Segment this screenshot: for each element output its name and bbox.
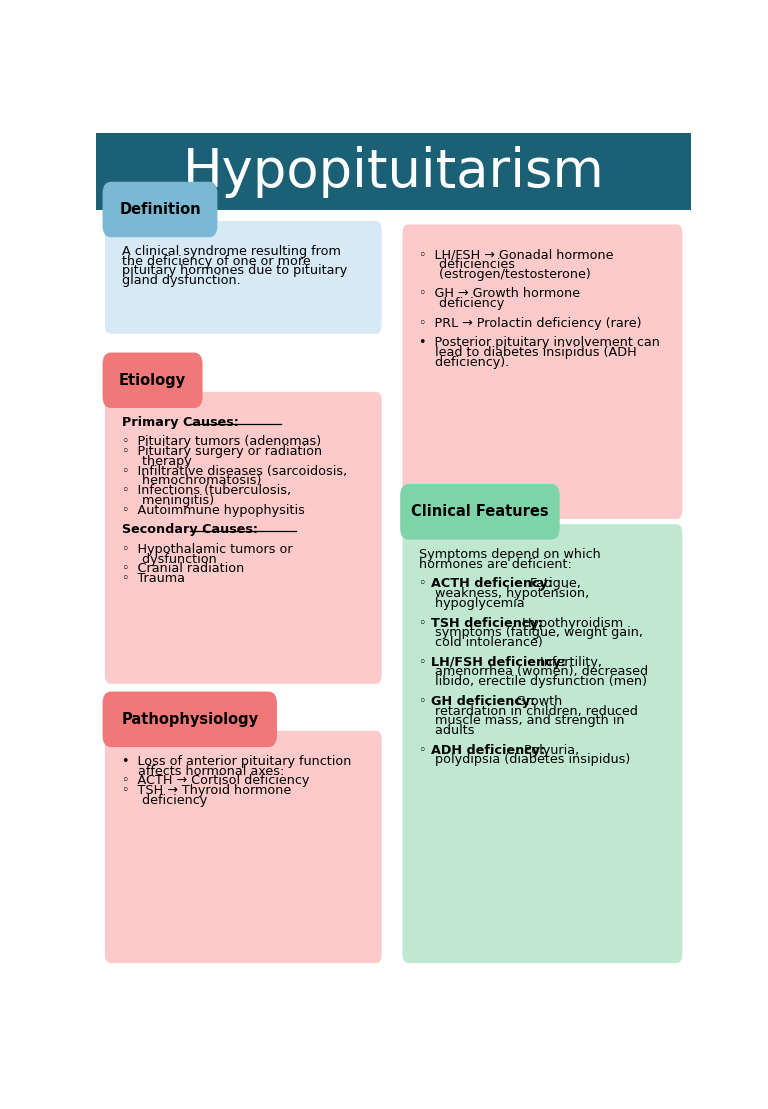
Text: ◦  Pituitary surgery or radiation: ◦ Pituitary surgery or radiation <box>121 445 322 458</box>
FancyBboxPatch shape <box>96 133 691 210</box>
Text: ◦  Autoimmune hypophysitis: ◦ Autoimmune hypophysitis <box>121 503 304 517</box>
Text: Infertility,: Infertility, <box>536 655 602 669</box>
FancyBboxPatch shape <box>103 182 217 237</box>
Text: Primary Causes:: Primary Causes: <box>121 416 239 429</box>
Text: Clinical Features: Clinical Features <box>411 505 548 519</box>
Text: dysfunction: dysfunction <box>121 552 217 566</box>
Text: Pathophysiology: Pathophysiology <box>121 712 258 726</box>
Text: hypoglycemia: hypoglycemia <box>419 597 525 610</box>
Text: ◦  Cranial radiation: ◦ Cranial radiation <box>121 562 244 576</box>
Text: A clinical syndrome resulting from: A clinical syndrome resulting from <box>121 245 340 258</box>
Text: amenorrhea (women), decreased: amenorrhea (women), decreased <box>419 665 648 679</box>
FancyBboxPatch shape <box>105 731 382 963</box>
Text: Polyuria,: Polyuria, <box>520 744 579 756</box>
Text: ◦: ◦ <box>419 578 435 590</box>
Text: ◦  Trauma: ◦ Trauma <box>121 572 184 586</box>
Text: ◦  Pituitary tumors (adenomas): ◦ Pituitary tumors (adenomas) <box>121 436 321 448</box>
Text: Hypopituitarism: Hypopituitarism <box>183 145 604 197</box>
Text: lead to diabetes insipidus (ADH: lead to diabetes insipidus (ADH <box>419 346 637 359</box>
Text: hemochromatosis): hemochromatosis) <box>121 475 261 487</box>
Text: ◦: ◦ <box>419 617 435 630</box>
Text: ADH deficiency:: ADH deficiency: <box>431 744 545 756</box>
Text: muscle mass, and strength in: muscle mass, and strength in <box>419 714 624 728</box>
Text: GH deficiency:: GH deficiency: <box>431 694 535 708</box>
Text: ◦  ACTH → Cortisol deficiency: ◦ ACTH → Cortisol deficiency <box>121 774 309 787</box>
Text: TSH deficiency:: TSH deficiency: <box>431 617 543 630</box>
FancyBboxPatch shape <box>400 484 560 540</box>
Text: gland dysfunction.: gland dysfunction. <box>121 274 240 287</box>
Text: deficiencies: deficiencies <box>419 258 515 271</box>
Text: polydipsia (diabetes insipidus): polydipsia (diabetes insipidus) <box>419 753 631 766</box>
Text: hormones are deficient:: hormones are deficient: <box>419 558 572 571</box>
Text: ◦: ◦ <box>419 694 435 708</box>
Text: ◦  LH/FSH → Gonadal hormone: ◦ LH/FSH → Gonadal hormone <box>419 248 614 262</box>
Text: Symptoms depend on which: Symptoms depend on which <box>419 548 601 561</box>
Text: ◦  Infections (tuberculosis,: ◦ Infections (tuberculosis, <box>121 485 291 497</box>
Text: Fatigue,: Fatigue, <box>525 578 581 590</box>
Text: (estrogen/testosterone): (estrogen/testosterone) <box>419 268 591 281</box>
Text: cold intolerance): cold intolerance) <box>419 637 543 649</box>
Text: ACTH deficiency:: ACTH deficiency: <box>431 578 553 590</box>
Text: Definition: Definition <box>119 202 200 217</box>
Text: Etiology: Etiology <box>119 373 186 388</box>
Text: •  Posterior pituitary involvement can: • Posterior pituitary involvement can <box>419 336 660 349</box>
Text: ◦: ◦ <box>419 744 435 756</box>
Text: ◦  TSH → Thyroid hormone: ◦ TSH → Thyroid hormone <box>121 784 291 797</box>
Text: therapy: therapy <box>121 455 191 468</box>
Text: symptoms (fatigue, weight gain,: symptoms (fatigue, weight gain, <box>419 627 643 639</box>
Text: ◦: ◦ <box>419 655 435 669</box>
Text: Secondary Causes:: Secondary Causes: <box>121 523 257 537</box>
Text: ◦  PRL → Prolactin deficiency (rare): ◦ PRL → Prolactin deficiency (rare) <box>419 317 642 329</box>
FancyBboxPatch shape <box>402 525 682 963</box>
FancyBboxPatch shape <box>103 353 203 408</box>
Text: meningitis): meningitis) <box>121 494 214 507</box>
Text: weakness, hypotension,: weakness, hypotension, <box>419 587 590 600</box>
Text: •  Loss of anterior pituitary function: • Loss of anterior pituitary function <box>121 755 351 767</box>
Text: affects hormonal axes:: affects hormonal axes: <box>121 764 284 777</box>
FancyBboxPatch shape <box>105 391 382 684</box>
FancyBboxPatch shape <box>105 221 382 334</box>
Text: ◦  GH → Growth hormone: ◦ GH → Growth hormone <box>419 287 581 301</box>
Text: Growth: Growth <box>512 694 562 708</box>
Text: deficiency: deficiency <box>121 794 207 807</box>
FancyBboxPatch shape <box>103 692 277 747</box>
Text: libido, erectile dysfunction (men): libido, erectile dysfunction (men) <box>419 675 647 689</box>
Text: the deficiency of one or more: the deficiency of one or more <box>121 255 310 267</box>
Text: retardation in children, reduced: retardation in children, reduced <box>419 704 638 718</box>
Text: deficiency: deficiency <box>419 297 505 311</box>
FancyBboxPatch shape <box>402 224 682 519</box>
Text: LH/FSH deficiency:: LH/FSH deficiency: <box>431 655 566 669</box>
Text: Hypothyroidism: Hypothyroidism <box>518 617 623 630</box>
Text: pituitary hormones due to pituitary: pituitary hormones due to pituitary <box>121 265 347 277</box>
Text: deficiency).: deficiency). <box>419 356 509 369</box>
Text: ◦  Infiltrative diseases (sarcoidosis,: ◦ Infiltrative diseases (sarcoidosis, <box>121 465 347 478</box>
Text: ◦  Hypothalamic tumors or: ◦ Hypothalamic tumors or <box>121 542 292 556</box>
Text: adults: adults <box>419 724 475 737</box>
